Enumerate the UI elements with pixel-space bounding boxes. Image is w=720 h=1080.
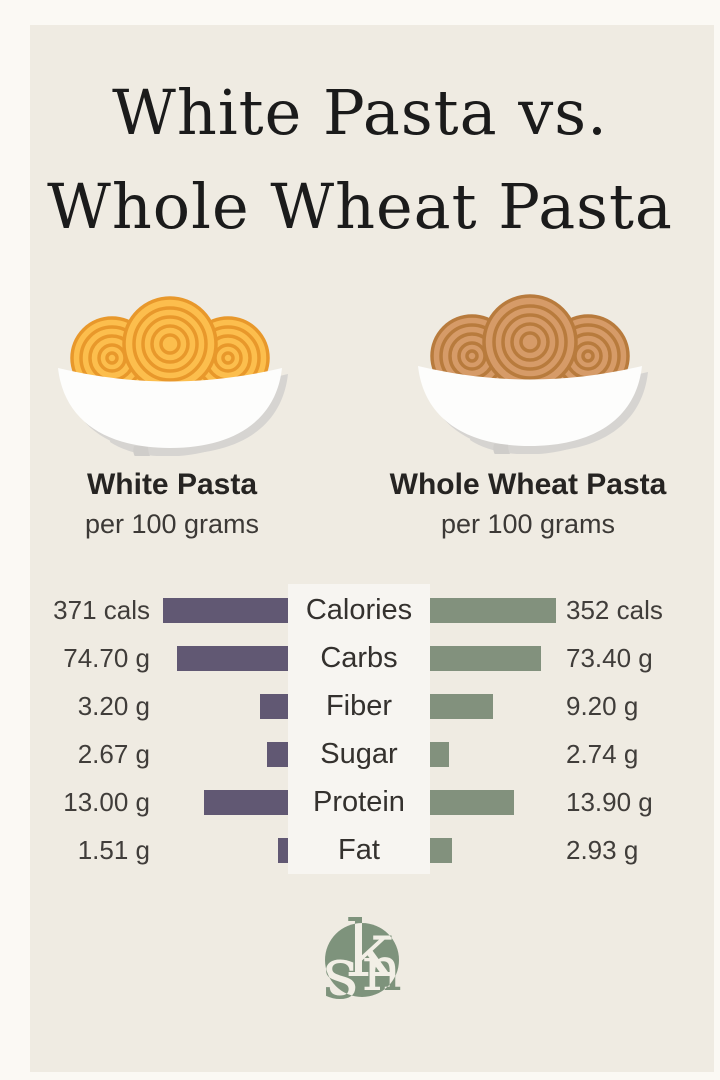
- left-column-subheading: per 100 grams: [84, 509, 260, 539]
- page-title: White Pasta vs. Whole Wheat Pasta: [0, 66, 720, 254]
- right-bar-track: [430, 694, 563, 719]
- left-bar: [278, 838, 288, 863]
- category-label: Carbs: [320, 642, 398, 674]
- left-bar-track: [155, 598, 288, 623]
- right-column-heading: Whole Wheat Pasta: [389, 468, 667, 501]
- left-bar: [260, 694, 288, 719]
- white-pasta-bowl-icon: [58, 296, 288, 456]
- category-label: Calories: [305, 594, 413, 626]
- logo-letter-k: k: [346, 912, 394, 995]
- left-bar: [204, 790, 288, 815]
- chart-row-calories: 371 cals Calories 352 cals: [0, 586, 720, 634]
- svg-text:s: s: [322, 931, 359, 1008]
- category-label: Protein: [313, 786, 405, 818]
- right-value: 352 cals: [566, 595, 663, 625]
- right-bar-track: [430, 838, 563, 863]
- whole-wheat-pasta-bowl-icon: [418, 294, 648, 454]
- left-bar-track: [155, 694, 288, 719]
- left-value: 371 cals: [53, 595, 150, 625]
- chart-row-fat: 1.51 g Fat 2.93 g: [0, 826, 720, 874]
- category-label: Fiber: [325, 690, 393, 722]
- right-value: 13.90 g: [566, 787, 653, 817]
- left-value: 3.20 g: [77, 691, 150, 721]
- left-bar-track: [155, 790, 288, 815]
- right-bar: [430, 694, 493, 719]
- title-line-2: Whole Wheat Pasta: [47, 170, 673, 243]
- right-value: 9.20 g: [566, 691, 639, 721]
- left-bar: [267, 742, 288, 767]
- left-value: 2.67 g: [77, 739, 150, 769]
- chart-row-sugar: 2.67 g Sugar 2.74 g: [0, 730, 720, 778]
- left-bar-track: [155, 742, 288, 767]
- left-column-heading: White Pasta: [86, 468, 258, 501]
- left-bar-track: [155, 646, 288, 671]
- right-bar: [430, 742, 449, 767]
- left-value: 13.00 g: [63, 787, 150, 817]
- right-column-subheading: per 100 grams: [440, 509, 616, 539]
- left-bar: [163, 598, 288, 623]
- right-bar: [430, 646, 541, 671]
- right-bar-track: [430, 742, 563, 767]
- chart-row-fiber: 3.20 g Fiber 9.20 g: [0, 682, 720, 730]
- right-bar: [430, 790, 514, 815]
- left-column-caption: White Pasta per 100 grams: [22, 466, 322, 542]
- left-bar-track: [155, 838, 288, 863]
- skn-brand-logo-icon: s k n s k n: [322, 912, 402, 1008]
- right-bar: [430, 598, 556, 623]
- right-value: 2.93 g: [566, 835, 639, 865]
- left-value: 74.70 g: [63, 643, 150, 673]
- category-label: Fat: [338, 834, 380, 866]
- left-value: 1.51 g: [77, 835, 150, 865]
- category-label: Sugar: [320, 738, 398, 770]
- svg-text:k: k: [346, 912, 394, 995]
- left-bar: [177, 646, 288, 671]
- title-line-1: White Pasta vs.: [112, 76, 608, 149]
- chart-row-protein: 13.00 g Protein 13.90 g: [0, 778, 720, 826]
- chart-row-carbs: 74.70 g Carbs 73.40 g: [0, 634, 720, 682]
- right-value: 73.40 g: [566, 643, 653, 673]
- right-bar-track: [430, 790, 563, 815]
- svg-text:n: n: [362, 932, 402, 1005]
- cream-background: [30, 25, 714, 1072]
- right-value: 2.74 g: [566, 739, 639, 769]
- right-column-caption: Whole Wheat Pasta per 100 grams: [378, 466, 678, 542]
- chart-center-panel: [288, 584, 430, 874]
- right-bar-track: [430, 598, 563, 623]
- right-bar-track: [430, 646, 563, 671]
- right-bar: [430, 838, 452, 863]
